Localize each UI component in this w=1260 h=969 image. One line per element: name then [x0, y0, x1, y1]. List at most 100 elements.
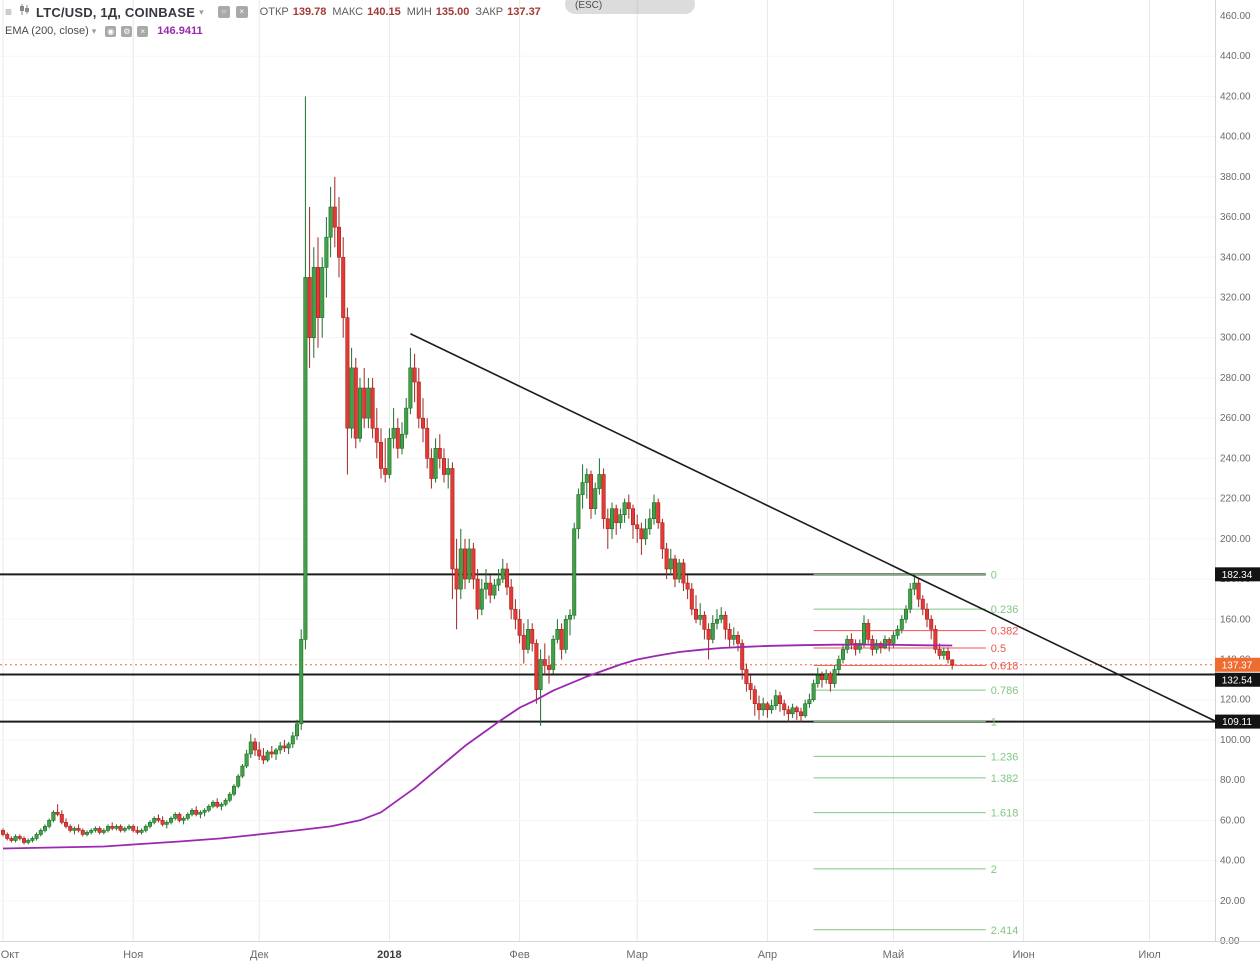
candle-body — [307, 277, 312, 339]
indicator-value: 146.9411 — [157, 25, 203, 37]
candle-body — [601, 474, 606, 520]
price-tag-label: 182.34 — [1222, 570, 1253, 581]
candle-body — [735, 635, 740, 644]
close-icon[interactable]: × — [137, 25, 149, 37]
candle-body — [559, 629, 564, 650]
candle-body — [740, 643, 745, 670]
candle-body — [232, 785, 237, 795]
candle-body — [538, 659, 543, 690]
candle-body — [660, 522, 665, 550]
candle-body — [811, 683, 816, 700]
candle-body — [861, 622, 866, 644]
indicator-chevron-down-icon[interactable]: ▾ — [91, 25, 97, 36]
candle-body — [761, 703, 766, 711]
esc-hint[interactable]: (ESC) — [565, 0, 695, 14]
price-tag — [1215, 672, 1260, 687]
candle-body — [752, 689, 757, 705]
eye-icon[interactable]: ◉ — [105, 25, 117, 37]
chart-type-icon[interactable] — [18, 3, 30, 21]
candle-body — [97, 828, 102, 833]
header-button-circle[interactable]: ○ — [217, 6, 230, 18]
candle-body — [576, 494, 581, 530]
candle-body — [122, 828, 127, 831]
candle-body — [710, 622, 715, 640]
candle-body — [496, 578, 501, 586]
candle-body — [815, 675, 820, 684]
candle-body — [114, 826, 119, 829]
chevron-down-icon[interactable]: ▾ — [199, 6, 204, 17]
candle-body — [756, 703, 761, 711]
candle-body — [387, 437, 392, 475]
candle-body — [399, 433, 404, 449]
candle-body — [198, 812, 203, 815]
header-button-close[interactable]: × — [235, 6, 248, 18]
candle-body — [30, 838, 35, 841]
candle-body — [828, 673, 833, 684]
fib-level-label: 0.382 — [991, 626, 1019, 638]
candle-body — [639, 528, 644, 540]
candle-body — [651, 502, 656, 520]
candle-body — [420, 417, 425, 429]
fib-level-label: 0.5 — [991, 643, 1006, 655]
candle-body — [593, 488, 598, 509]
candle-body — [857, 643, 862, 650]
candle-body — [416, 381, 421, 419]
fib-level-label: 2.414 — [991, 925, 1019, 937]
candle-body — [55, 812, 60, 815]
candle-body — [580, 482, 585, 495]
candle-body — [391, 427, 396, 439]
candle-body — [383, 468, 388, 475]
candle-body — [798, 711, 803, 717]
candle-body — [152, 818, 157, 823]
month-label: Июл — [1138, 949, 1160, 961]
candle-body — [782, 703, 787, 711]
candle-body — [106, 826, 111, 831]
close-label: ЗАКР — [475, 6, 504, 18]
candle-body — [244, 753, 249, 767]
candle-body — [719, 614, 724, 620]
price-axis[interactable]: 0.0020.0040.0060.0080.00100.00120.00140.… — [1215, 0, 1260, 947]
candle-body — [248, 741, 253, 755]
candle-body — [51, 812, 56, 821]
candle-body — [542, 659, 547, 666]
candle-body — [635, 524, 640, 530]
trendline[interactable] — [410, 332, 1216, 722]
candle-body — [253, 741, 258, 751]
candle-body — [206, 805, 211, 811]
candle-body — [135, 830, 140, 833]
candle-body — [471, 548, 476, 580]
candle-body — [551, 639, 556, 670]
plot-area[interactable] — [0, 0, 1217, 941]
candle-body — [127, 826, 132, 829]
candle-body — [693, 608, 698, 620]
candle-body — [21, 838, 26, 843]
candle-body — [563, 618, 568, 650]
y-axis-tick-label: 360.00 — [1220, 212, 1251, 223]
time-axis[interactable]: Окт Ноя Дек 2018 Фев Мар Апр Май Июн Июл — [0, 941, 1260, 962]
symbol-title[interactable]: LTC/USD, 1Д, COINBASE — [36, 4, 196, 20]
open-label: ОТКР — [259, 6, 289, 18]
candle-body — [492, 584, 497, 596]
candle-body — [395, 427, 400, 449]
candle-body — [488, 582, 493, 596]
fib-level-label: 2 — [991, 864, 997, 876]
candle-body — [895, 629, 900, 636]
candle-body — [118, 826, 123, 831]
candles-layer[interactable] — [0, 96, 955, 845]
candle-body — [269, 751, 274, 755]
month-label: 2018 — [377, 949, 401, 961]
candle-body — [509, 586, 514, 610]
y-axis-tick-label: 100.00 — [1220, 735, 1251, 746]
y-axis-tick-label: 280.00 — [1220, 373, 1251, 384]
menu-icon[interactable]: ≡ — [5, 5, 13, 19]
low-label: МИН — [406, 6, 432, 18]
y-axis-tick-label: 300.00 — [1220, 333, 1251, 344]
indicator-label[interactable]: EMA (200, close) — [5, 25, 89, 37]
candle-body — [13, 836, 18, 841]
ema-line[interactable] — [2, 643, 953, 850]
gear-icon[interactable]: ⚙ — [121, 25, 133, 37]
candle-body — [143, 826, 148, 831]
candle-body — [950, 659, 955, 666]
candle-body — [803, 703, 808, 717]
